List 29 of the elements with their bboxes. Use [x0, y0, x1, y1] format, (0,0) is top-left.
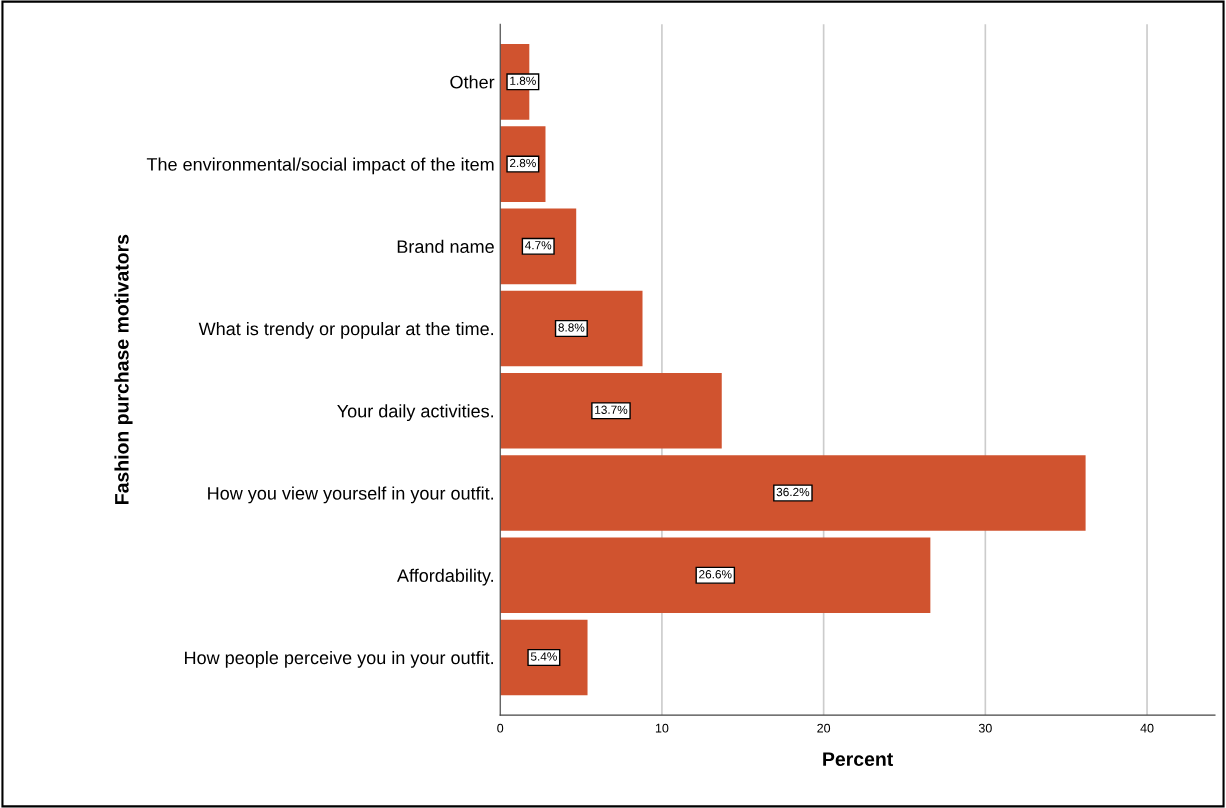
y-tick-label: How you view yourself in your outfit.: [208, 486, 494, 504]
y-tick-label: What is trendy or popular at the time.: [198, 322, 494, 339]
data-label: 8.8%: [558, 323, 585, 332]
x-tick-label: 30: [978, 723, 992, 733]
x-tick-label: 40: [1140, 723, 1154, 733]
y-tick-label: How people perceive you in your outfit.: [185, 650, 494, 668]
y-tick-label: Other: [450, 75, 495, 89]
y-tick-label: The environmental/social impact of the item: [146, 157, 494, 175]
y-tick-label: Brand name: [397, 239, 494, 254]
x-axis-title: Percent: [823, 752, 894, 767]
bar: [500, 208, 577, 285]
x-tick-label: 20: [817, 723, 831, 733]
y-axis-title: Fashion purchase motivators: [114, 234, 133, 504]
data-label: 2.8%: [509, 158, 536, 168]
data-label: 26.6%: [699, 570, 732, 579]
bar: [500, 290, 643, 367]
bar: [500, 372, 722, 449]
y-tick-label: Affordability.: [396, 568, 494, 586]
bar: [500, 455, 1086, 531]
data-label: 5.4%: [530, 652, 557, 661]
y-tick-label: Your daily activities.: [337, 404, 494, 422]
bar: [500, 619, 588, 696]
data-label: 13.7%: [595, 405, 628, 414]
data-label: 1.8%: [510, 76, 536, 85]
x-tick-label: 0: [497, 723, 504, 733]
bar: [500, 537, 931, 614]
x-tick-label: 10: [655, 723, 669, 733]
data-label: 36.2%: [776, 487, 810, 497]
data-label: 4.7%: [525, 241, 552, 250]
